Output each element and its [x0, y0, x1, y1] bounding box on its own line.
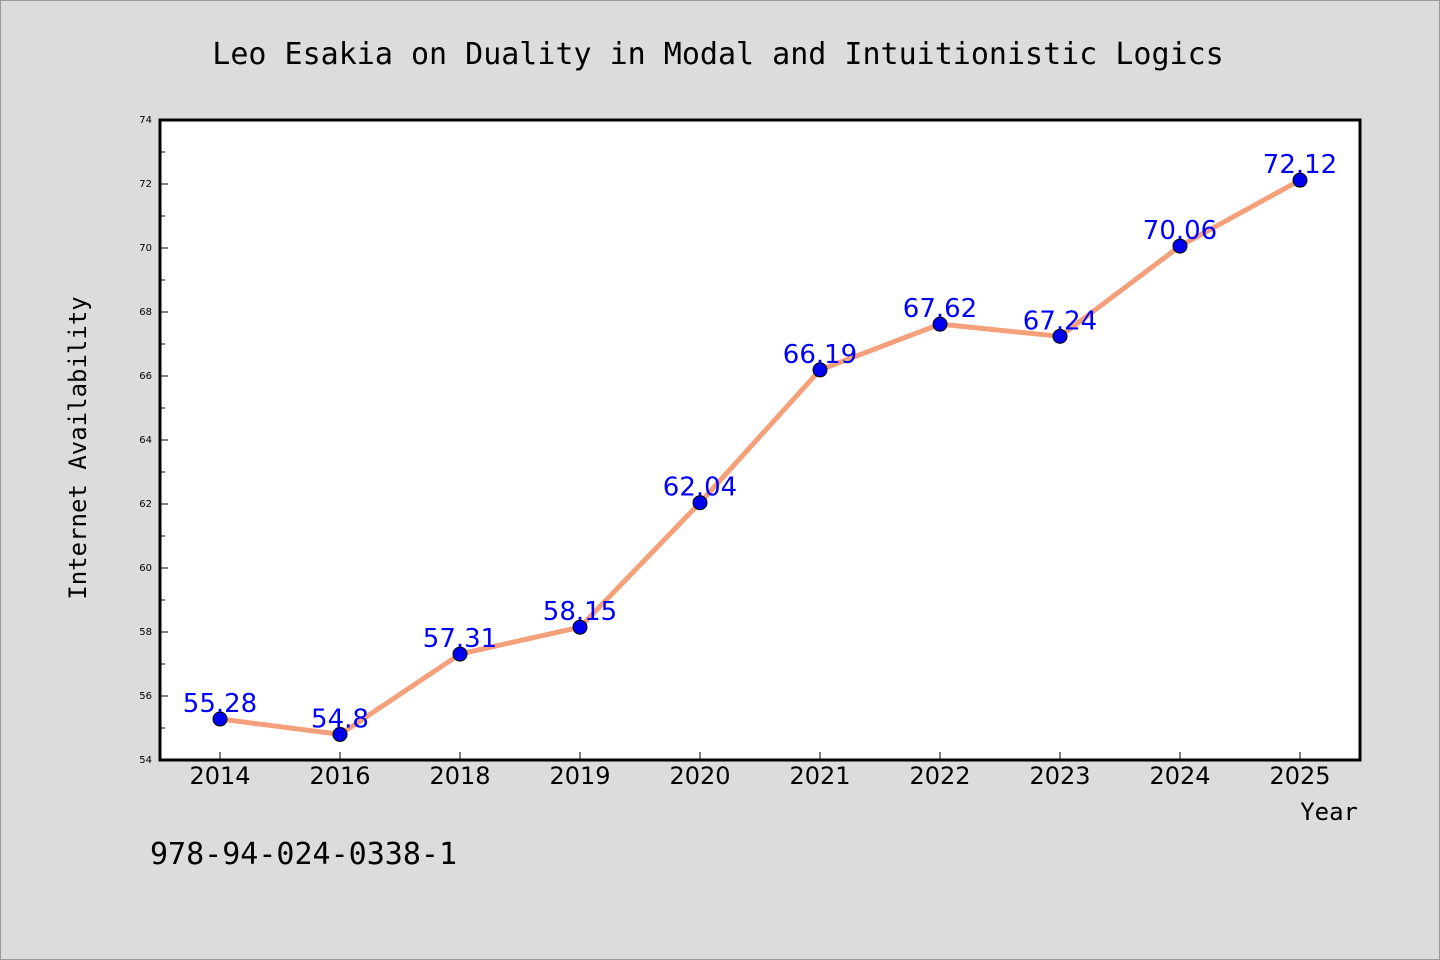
data-label: 57.31 — [423, 624, 497, 654]
x-tick-label: 2024 — [1149, 762, 1210, 790]
data-label: 58.15 — [543, 597, 617, 627]
x-axis: 2014 2016 2018 2019 2020 2021 2022 2023 2024 2025 — [189, 752, 1331, 790]
y-tick-label: 66 — [139, 371, 152, 382]
x-tick-label: 2016 — [309, 762, 370, 790]
data-point[interactable] — [1052, 328, 1068, 344]
data-label: 54.8 — [311, 704, 369, 734]
data-point[interactable] — [692, 495, 708, 511]
data-label: 67.62 — [903, 294, 977, 324]
x-tick-label: 2021 — [789, 762, 850, 790]
x-tick-label: 2014 — [189, 762, 250, 790]
data-label: 55.28 — [183, 689, 257, 719]
data-point[interactable] — [212, 711, 228, 727]
isbn-footer: 978-94-024-0338-1 — [150, 837, 457, 872]
x-tick-label: 2018 — [429, 762, 490, 790]
data-label: 62.04 — [663, 473, 737, 503]
data-label: 67.24 — [1023, 306, 1097, 336]
x-tick-label: 2022 — [909, 762, 970, 790]
data-point[interactable] — [572, 619, 588, 635]
y-axis: 54 56 58 60 62 64 66 68 70 72 74 — [139, 115, 168, 766]
data-label: 72.12 — [1263, 150, 1337, 180]
data-point[interactable] — [452, 646, 468, 662]
y-axis-label: Internet Availability — [64, 296, 92, 599]
data-label: 66.19 — [783, 340, 857, 370]
data-point[interactable] — [332, 726, 348, 742]
data-point[interactable] — [812, 362, 828, 378]
y-tick-label: 58 — [139, 627, 152, 638]
y-tick-label: 60 — [139, 563, 152, 574]
x-tick-label: 2020 — [669, 762, 730, 790]
y-tick-label: 64 — [139, 435, 152, 446]
series-group: 55.28 54.8 57.31 58.15 62.04 66.19 67.62 67.24 7… — [183, 150, 1337, 742]
y-tick-label: 74 — [139, 115, 152, 126]
plot-area — [158, 118, 1362, 762]
data-point[interactable] — [1172, 238, 1188, 254]
x-tick-label: 2023 — [1029, 762, 1090, 790]
series-line — [217, 177, 1303, 737]
chart-title: Leo Esakia on Duality in Modal and Intui… — [212, 37, 1223, 72]
y-tick-label: 56 — [139, 691, 152, 702]
x-tick-label: 2019 — [549, 762, 610, 790]
y-tick-label: 70 — [139, 243, 152, 254]
x-tick-label: 2025 — [1269, 762, 1330, 790]
y-tick-label: 54 — [139, 755, 152, 766]
y-tick-label: 62 — [139, 499, 152, 510]
y-tick-label: 68 — [139, 307, 152, 318]
y-tick-label: 72 — [139, 179, 152, 190]
data-point[interactable] — [1292, 172, 1308, 188]
x-axis-label: Year — [1300, 798, 1358, 826]
data-label: 70.06 — [1143, 216, 1217, 246]
data-point[interactable] — [932, 316, 948, 332]
